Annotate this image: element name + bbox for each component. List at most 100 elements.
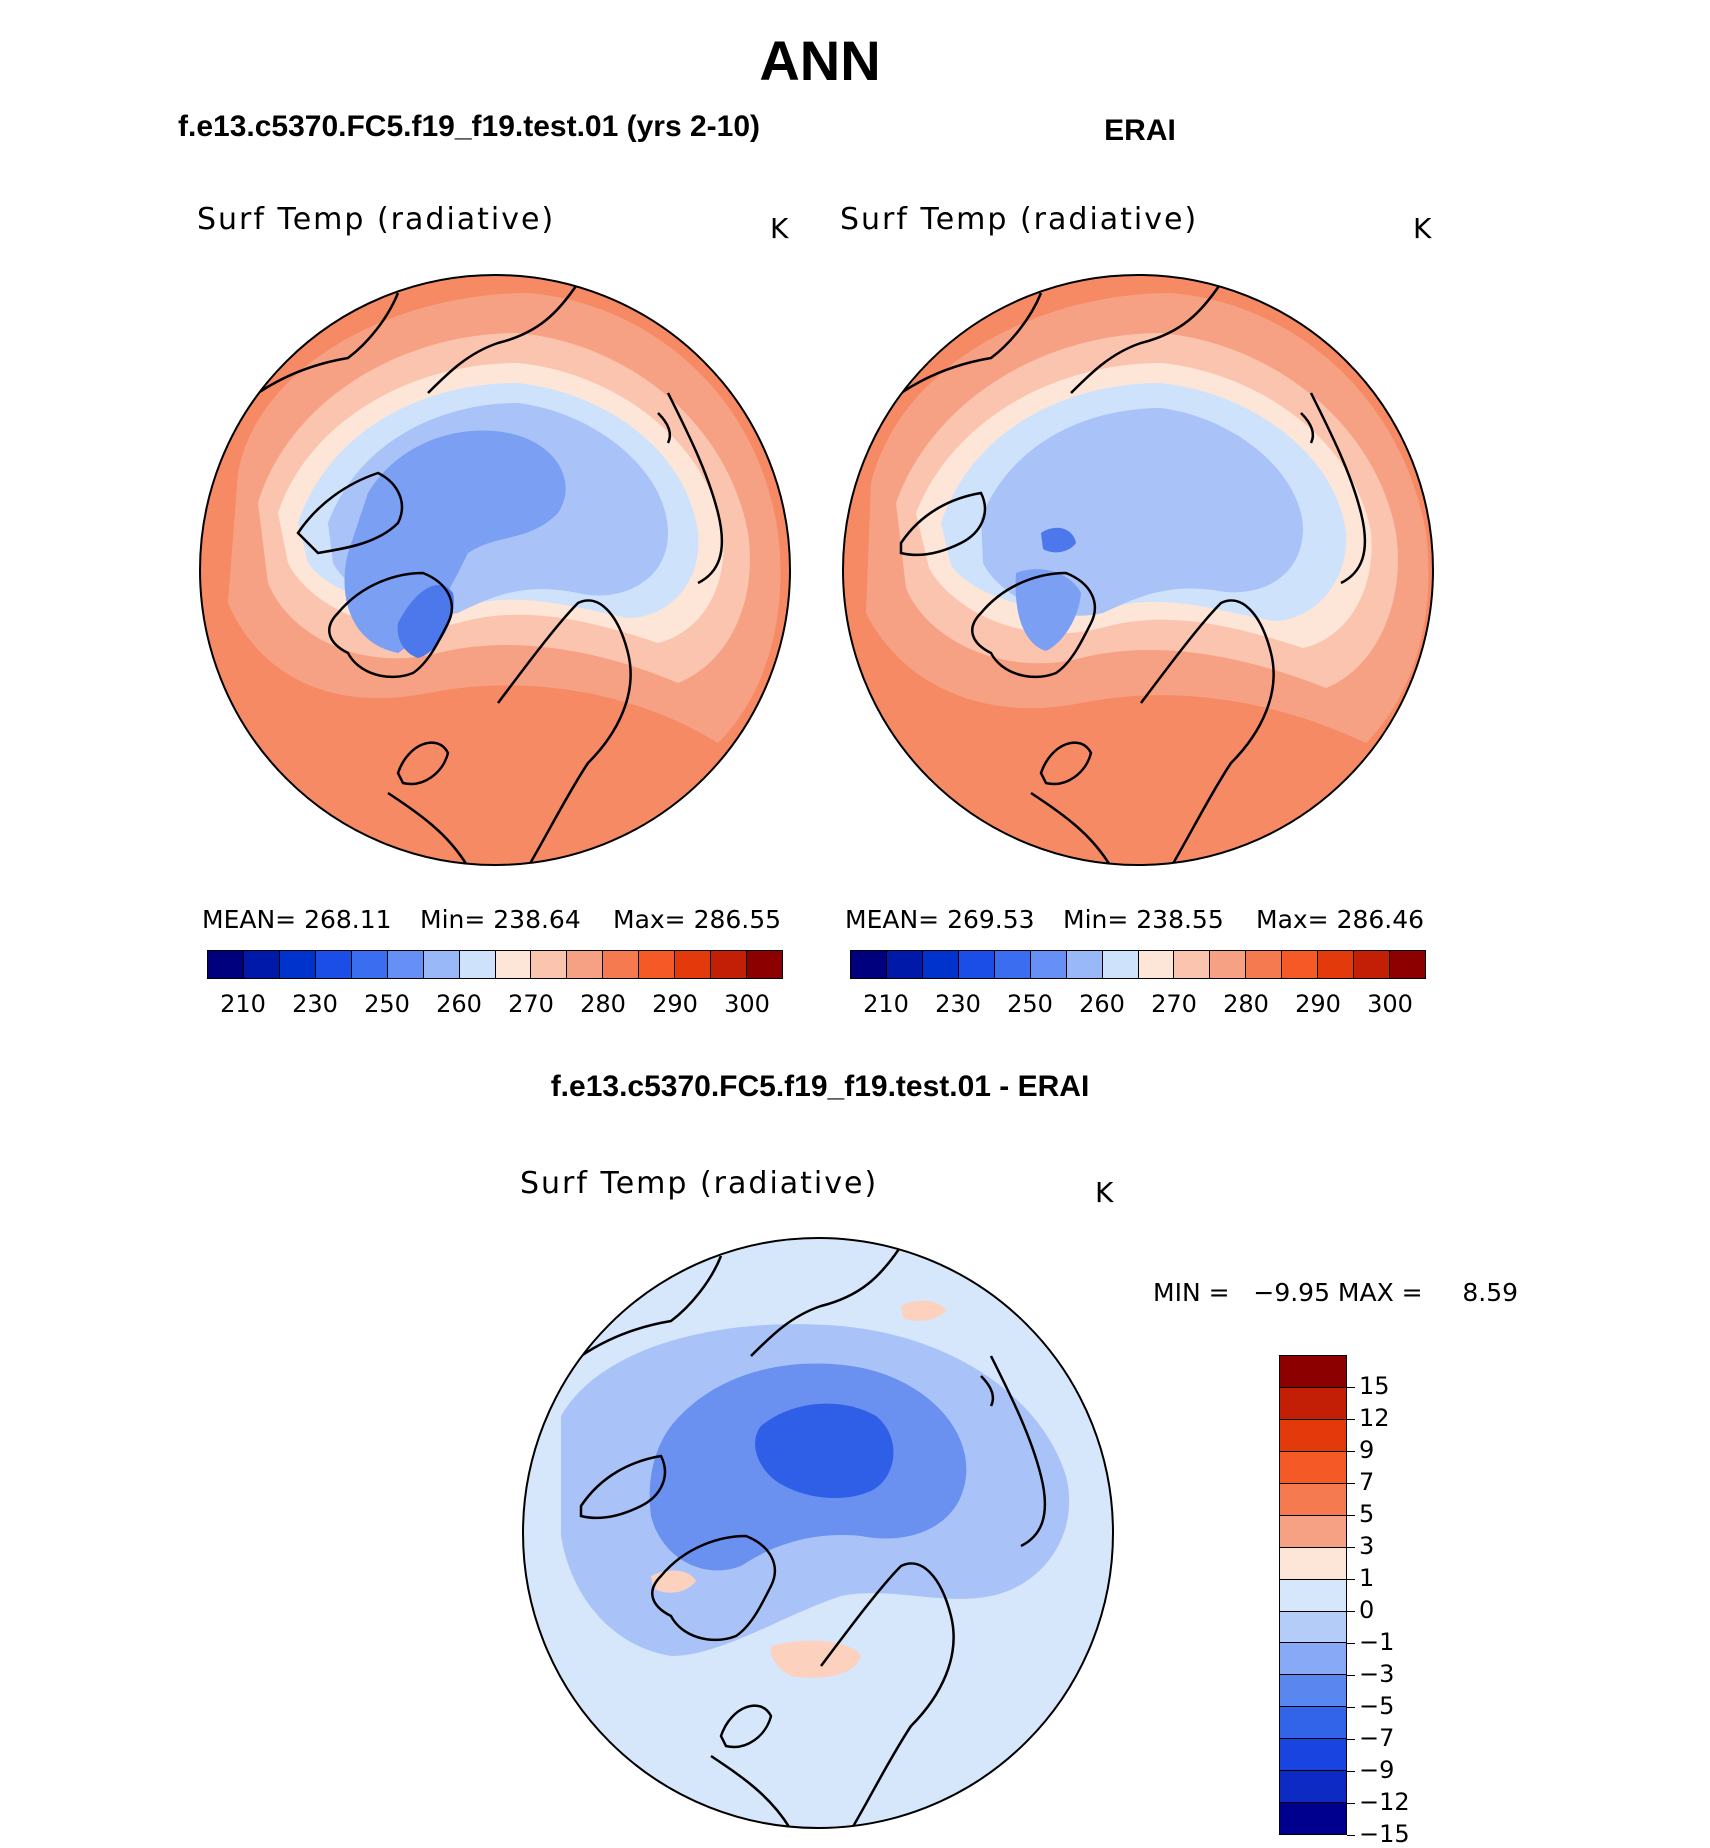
colorbar-swatch xyxy=(711,951,748,978)
colorbar-swatch xyxy=(1354,951,1391,978)
colorbar-swatch xyxy=(922,951,959,978)
colorbar-swatch xyxy=(387,951,424,978)
colorbar-swatch xyxy=(459,951,496,978)
colorbar-tick-label: 280 xyxy=(580,990,626,1018)
colorbar-swatch xyxy=(1280,1803,1346,1835)
colorbar-tick-mark xyxy=(1347,1451,1355,1452)
colorbar-swatch xyxy=(1280,1771,1346,1804)
case-unit-label: K xyxy=(770,212,789,245)
colorbar-swatch xyxy=(1280,1579,1346,1612)
colorbar-swatch xyxy=(1390,951,1425,978)
colorbar-tick-label: 7 xyxy=(1359,1468,1375,1496)
case-coastlines xyxy=(257,282,724,865)
colorbar-tick-label: 15 xyxy=(1359,1372,1390,1400)
colorbar-tick-label: 260 xyxy=(436,990,482,1018)
colorbar-tick-mark xyxy=(1347,1739,1355,1740)
ref-max-stat: Max= 286.46 xyxy=(1256,905,1425,934)
ref-field-cold xyxy=(1041,527,1076,553)
colorbar-tick-label: 290 xyxy=(1295,990,1341,1018)
colorbar-swatch xyxy=(315,951,352,978)
case-field-cool-deep xyxy=(344,430,566,653)
case-colorbar xyxy=(207,950,783,979)
case-max-stat: Max= 286.55 xyxy=(613,905,782,934)
colorbar-swatch xyxy=(279,951,316,978)
colorbar-tick-mark xyxy=(1347,1835,1355,1836)
colorbar-tick-mark xyxy=(1347,1515,1355,1516)
colorbar-tick-label: 1 xyxy=(1359,1564,1375,1592)
colorbar-tick-label: 210 xyxy=(220,990,266,1018)
diff-field-warm-1 xyxy=(770,1640,861,1678)
colorbar-tick-mark xyxy=(1347,1643,1355,1644)
colorbar-swatch xyxy=(1282,951,1319,978)
colorbar-tick-mark xyxy=(1347,1419,1355,1420)
colorbar-swatch xyxy=(1318,951,1355,978)
case-map xyxy=(199,274,791,866)
colorbar-swatch xyxy=(1280,1419,1346,1452)
colorbar-swatch xyxy=(1066,951,1103,978)
colorbar-tick-label: 280 xyxy=(1223,990,1269,1018)
colorbar-swatch xyxy=(958,951,995,978)
colorbar-tick-label: 230 xyxy=(935,990,981,1018)
colorbar-swatch xyxy=(531,951,568,978)
colorbar-tick-label: 260 xyxy=(1079,990,1125,1018)
colorbar-swatch xyxy=(1030,951,1067,978)
colorbar-tick-label: 210 xyxy=(863,990,909,1018)
diff-field-warm-3 xyxy=(901,1300,946,1322)
colorbar-swatch xyxy=(1246,951,1283,978)
colorbar-tick-label: 12 xyxy=(1359,1404,1390,1432)
colorbar-swatch xyxy=(1280,1675,1346,1708)
diff-field-core xyxy=(755,1403,894,1499)
ref-field-cool-deep xyxy=(1015,569,1081,651)
colorbar-swatch xyxy=(1280,1451,1346,1484)
colorbar-swatch xyxy=(994,951,1031,978)
colorbar-tick-label: 0 xyxy=(1359,1596,1375,1624)
ref-map xyxy=(842,274,1434,866)
colorbar-swatch xyxy=(495,951,532,978)
colorbar-swatch xyxy=(1280,1707,1346,1740)
colorbar-tick-mark xyxy=(1347,1579,1355,1580)
colorbar-swatch xyxy=(243,951,280,978)
colorbar-swatch xyxy=(1280,1611,1346,1644)
colorbar-swatch xyxy=(567,951,604,978)
diff-coastlines xyxy=(579,1245,1047,1828)
case-mean-stat: MEAN= 268.11 xyxy=(202,905,392,934)
colorbar-swatch xyxy=(851,951,887,978)
colorbar-swatch xyxy=(1280,1387,1346,1420)
colorbar-tick-mark xyxy=(1347,1771,1355,1772)
colorbar-swatch xyxy=(603,951,640,978)
colorbar-tick-label: 9 xyxy=(1359,1436,1375,1464)
colorbar-tick-label: 300 xyxy=(1367,990,1413,1018)
ref-variable-label: Surf Temp (radiative) xyxy=(840,202,1199,237)
colorbar-swatch xyxy=(1280,1483,1346,1516)
colorbar-tick-label: 250 xyxy=(1007,990,1053,1018)
colorbar-tick-label: 3 xyxy=(1359,1532,1375,1560)
colorbar-swatch xyxy=(1280,1547,1346,1580)
colorbar-swatch xyxy=(675,951,712,978)
colorbar-tick-label: 5 xyxy=(1359,1500,1375,1528)
colorbar-swatch xyxy=(1280,1356,1346,1388)
colorbar-tick-mark xyxy=(1347,1675,1355,1676)
case-min-stat: Min= 238.64 xyxy=(420,905,581,934)
ref-panel-title: ERAI xyxy=(1104,114,1176,147)
colorbar-tick-label: 270 xyxy=(1151,990,1197,1018)
colorbar-swatch xyxy=(1280,1739,1346,1772)
colorbar-tick-label: 250 xyxy=(364,990,410,1018)
diff-minmax-stat: MIN = −9.95 MAX = 8.59 xyxy=(1153,1278,1519,1307)
diff-map xyxy=(522,1237,1114,1829)
colorbar-swatch xyxy=(639,951,676,978)
colorbar-swatch xyxy=(1102,951,1139,978)
colorbar-tick-label: −1 xyxy=(1359,1628,1395,1656)
diff-variable-label: Surf Temp (radiative) xyxy=(520,1166,879,1201)
colorbar-tick-mark xyxy=(1347,1483,1355,1484)
colorbar-swatch xyxy=(423,951,460,978)
colorbar-tick-label: −9 xyxy=(1359,1756,1395,1784)
diff-unit-label: K xyxy=(1095,1176,1114,1209)
ref-mean-stat: MEAN= 269.53 xyxy=(845,905,1035,934)
ref-min-stat: Min= 238.55 xyxy=(1063,905,1224,934)
diff-colorbar xyxy=(1279,1355,1347,1835)
colorbar-tick-label: 300 xyxy=(724,990,770,1018)
ref-field-cool-mid xyxy=(981,408,1303,616)
colorbar-tick-label: −5 xyxy=(1359,1692,1395,1720)
colorbar-swatch xyxy=(886,951,923,978)
colorbar-tick-label: −3 xyxy=(1359,1660,1395,1688)
